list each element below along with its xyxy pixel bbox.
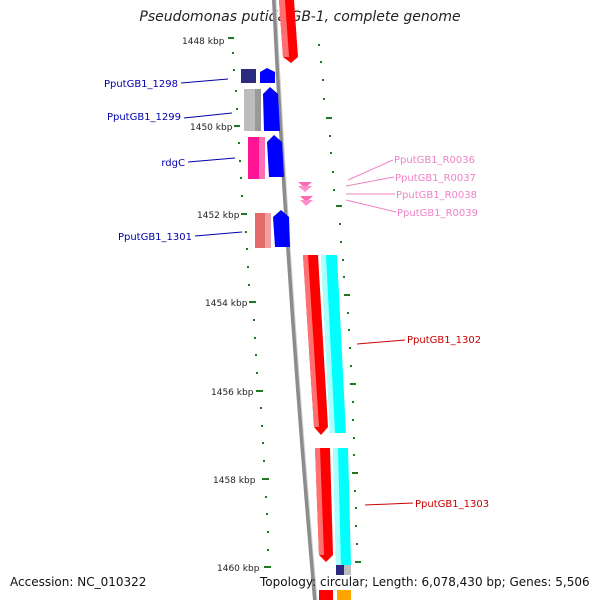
cyan-cds-feature-shade bbox=[321, 255, 335, 433]
rna-feature[interactable] bbox=[298, 186, 312, 192]
gene-label[interactable]: PputGB1_1302 bbox=[407, 335, 481, 346]
orange-cds-feature[interactable] bbox=[337, 590, 351, 600]
tick-label: 1450 kbp bbox=[190, 123, 233, 133]
left-tick-track bbox=[228, 37, 271, 568]
cyan-cds-feature-shade bbox=[333, 448, 341, 565]
reverse-cds-feature-shade bbox=[303, 255, 319, 427]
gray-cds-feature-shade bbox=[255, 89, 261, 131]
gene-label[interactable]: rdgC bbox=[161, 158, 185, 169]
accession-text: Accession: NC_010322 bbox=[10, 575, 147, 589]
gene-label[interactable]: PputGB1_R0038 bbox=[396, 190, 477, 201]
gene-label[interactable]: PputGB1_R0036 bbox=[394, 155, 475, 166]
forward-cds-feature[interactable] bbox=[267, 135, 284, 177]
tick-label: 1452 kbp bbox=[197, 211, 240, 221]
genome-backbone-highlight bbox=[275, 0, 318, 600]
gene-label[interactable]: PputGB1_R0037 bbox=[395, 173, 476, 184]
tick-label: 1456 kbp bbox=[211, 388, 254, 398]
gene-label[interactable]: PputGB1_1301 bbox=[118, 232, 192, 243]
leader-line bbox=[356, 339, 406, 345]
forward-cds-feature[interactable] bbox=[260, 68, 275, 83]
tick-labels: 1448 kbp 1450 kbp 1452 kbp 1454 kbp 1456… bbox=[182, 37, 260, 574]
leader-line bbox=[345, 199, 397, 213]
reverse-cds-feature[interactable] bbox=[319, 590, 333, 600]
feature-track bbox=[241, 0, 351, 600]
leader-line bbox=[364, 502, 414, 506]
leader-line bbox=[194, 231, 243, 237]
salmon-cds-feature-shade bbox=[265, 213, 271, 248]
genome-backbone bbox=[272, 0, 317, 600]
rna-feature[interactable] bbox=[298, 182, 312, 188]
navy-cds-feature[interactable] bbox=[336, 565, 344, 575]
tick-label: 1454 kbp bbox=[205, 299, 248, 309]
gene-label[interactable]: PputGB1_1299 bbox=[107, 112, 181, 123]
reverse-cds-feature-shade bbox=[279, 0, 289, 57]
gene-label[interactable]: PputGB1_1298 bbox=[104, 79, 178, 90]
rna-feature[interactable] bbox=[300, 200, 313, 206]
genome-summary-text: Topology: circular; Length: 6,078,430 bp… bbox=[260, 575, 590, 589]
tick-label: 1458 kbp bbox=[213, 476, 256, 486]
rna-feature[interactable] bbox=[300, 196, 313, 202]
tick-label: 1460 kbp bbox=[217, 564, 260, 574]
label-leaders bbox=[180, 78, 414, 506]
gene-label[interactable]: PputGB1_R0039 bbox=[397, 208, 478, 219]
gene-labels: PputGB1_1298 PputGB1_1299 rdgC PputGB1_1… bbox=[104, 79, 489, 510]
pink-cds-feature-shade bbox=[259, 137, 265, 179]
leader-line bbox=[347, 159, 394, 181]
forward-cds-feature[interactable] bbox=[273, 210, 290, 247]
reverse-cds-feature-shade bbox=[315, 448, 324, 555]
gray-cds-feature[interactable] bbox=[344, 565, 351, 575]
map-title: Pseudomonas putida GB-1, complete genome bbox=[139, 9, 461, 25]
forward-cds-feature[interactable] bbox=[263, 87, 280, 131]
tick-label: 1448 kbp bbox=[182, 37, 225, 47]
leader-line bbox=[183, 112, 233, 119]
leader-line bbox=[345, 176, 395, 187]
leader-line bbox=[187, 157, 236, 163]
leader-line bbox=[180, 78, 229, 84]
gene-label[interactable]: PputGB1_1303 bbox=[415, 499, 489, 510]
navy-cds-feature[interactable] bbox=[241, 69, 256, 83]
right-tick-track bbox=[318, 44, 361, 563]
